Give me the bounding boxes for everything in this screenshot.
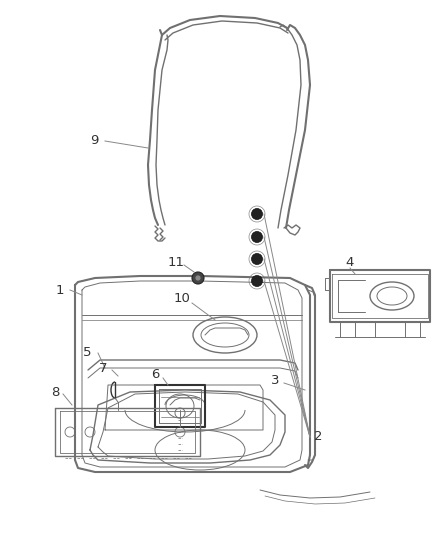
Text: 11: 11 <box>167 255 184 269</box>
Text: 8: 8 <box>51 385 59 399</box>
Text: 4: 4 <box>346 255 354 269</box>
Circle shape <box>195 275 201 281</box>
Text: 7: 7 <box>99 361 107 375</box>
Text: 10: 10 <box>173 292 191 304</box>
Circle shape <box>251 276 262 287</box>
Circle shape <box>251 231 262 243</box>
Text: 5: 5 <box>83 346 91 359</box>
Text: 9: 9 <box>90 134 98 148</box>
Text: 6: 6 <box>151 368 159 382</box>
Text: 1: 1 <box>56 284 64 296</box>
Circle shape <box>251 208 262 220</box>
Circle shape <box>192 272 204 284</box>
Text: 2: 2 <box>314 431 322 443</box>
Text: 3: 3 <box>271 374 279 386</box>
Circle shape <box>251 254 262 264</box>
